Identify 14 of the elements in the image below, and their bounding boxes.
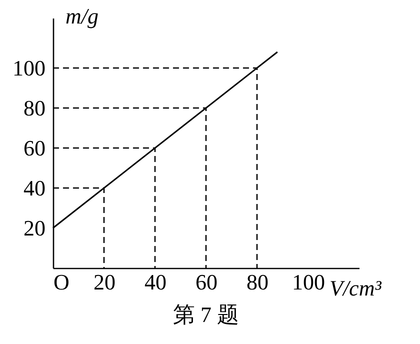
x-tick-label: 40 bbox=[144, 270, 166, 294]
y-tick-label: 100 bbox=[12, 56, 46, 80]
x-tick-label: O bbox=[54, 270, 70, 294]
y-axis-title: m/g bbox=[66, 4, 98, 28]
x-tick-label: 20 bbox=[94, 270, 116, 294]
y-tick-label: 80 bbox=[24, 96, 46, 120]
y-tick-label: 60 bbox=[24, 136, 46, 160]
x-tick-label: 100 bbox=[292, 270, 325, 294]
x-tick-label: 60 bbox=[196, 270, 218, 294]
text: 第 7 题 bbox=[173, 302, 239, 327]
y-tick-label: 20 bbox=[24, 216, 46, 240]
y-tick-label: 40 bbox=[24, 176, 46, 200]
x-axis-title: V/cm³ bbox=[330, 276, 382, 300]
x-tick-label: 80 bbox=[246, 270, 268, 294]
